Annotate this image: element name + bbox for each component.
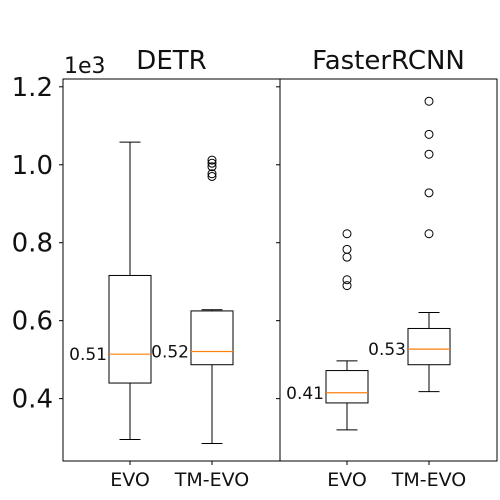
panel-1: FasterRCNN EVO 0.41 TM-EVO 0.53 bbox=[276, 46, 498, 491]
outlier-point bbox=[342, 275, 352, 285]
panels-layer: DETR 0.4 0.6 0.8 1.0 1.2 EVO 0.51 TM-EVO 0.52 Fast… bbox=[12, 46, 498, 491]
iqr-box bbox=[190, 310, 234, 366]
box-evo: EVO 0.51 bbox=[69, 141, 152, 491]
outlier-point bbox=[424, 96, 434, 106]
median-label: 0.53 bbox=[368, 340, 406, 360]
panel-frame bbox=[279, 78, 498, 462]
iqr-box bbox=[108, 274, 152, 384]
outlier-point bbox=[342, 281, 352, 291]
outlier-point bbox=[424, 188, 434, 198]
outlier-point bbox=[207, 169, 217, 179]
outlier-point bbox=[207, 171, 217, 181]
median-label: 0.51 bbox=[69, 345, 107, 365]
x-tick-label: EVO bbox=[327, 469, 367, 491]
y-multiplier-label: 1e3 bbox=[64, 54, 106, 79]
x-tick-label: TM-EVO bbox=[391, 469, 466, 491]
box-tm-evo: TM-EVO 0.52 bbox=[151, 155, 249, 491]
panel-title: DETR bbox=[136, 46, 206, 76]
median-label: 0.41 bbox=[286, 384, 324, 404]
iqr-box bbox=[407, 327, 451, 366]
outlier-point bbox=[207, 155, 217, 165]
outlier-point bbox=[342, 252, 352, 262]
box-tm-evo: TM-EVO 0.53 bbox=[368, 96, 466, 491]
y-tick-label: 0.6 bbox=[12, 307, 53, 337]
outlier-point bbox=[207, 158, 217, 168]
panel-0: DETR 0.4 0.6 0.8 1.0 1.2 EVO 0.51 TM-EVO 0.52 bbox=[12, 46, 281, 491]
x-tick-label: EVO bbox=[110, 469, 150, 491]
outlier-point bbox=[207, 162, 217, 172]
box-evo: EVO 0.41 bbox=[286, 229, 369, 491]
panel-title: FasterRCNN bbox=[312, 46, 465, 76]
y-tick-label: 0.8 bbox=[12, 229, 53, 259]
x-tick-label: TM-EVO bbox=[174, 469, 249, 491]
iqr-box bbox=[325, 370, 369, 404]
outlier-point bbox=[342, 229, 352, 239]
y-tick-label: 1.0 bbox=[12, 151, 53, 181]
median-label: 0.52 bbox=[151, 342, 189, 362]
outlier-point bbox=[424, 229, 434, 239]
outlier-point bbox=[424, 129, 434, 139]
y-tick-label: 0.4 bbox=[12, 385, 53, 415]
outlier-point bbox=[424, 149, 434, 159]
y-tick-label: 1.2 bbox=[12, 73, 53, 103]
